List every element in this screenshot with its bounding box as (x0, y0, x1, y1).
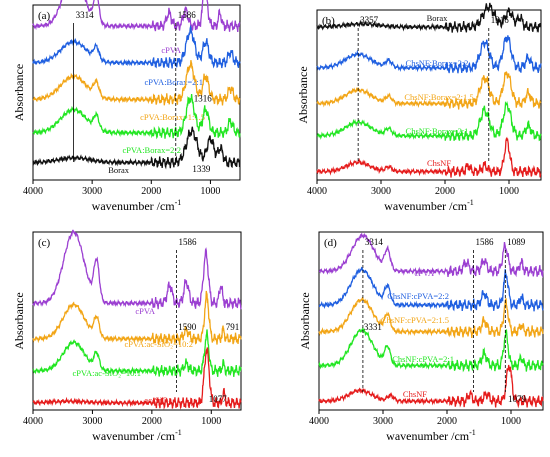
x-tick-label: 2000 (435, 186, 455, 197)
series-label-1: cPVA (135, 306, 156, 316)
series-line-1 (32, 0, 241, 33)
series-line-4 (32, 93, 241, 140)
series-label-5: ChsNF (403, 389, 427, 399)
series-label-1: cPVA (414, 268, 435, 278)
annotation-label: 791 (226, 322, 240, 332)
series-label-4: cPVA:Borax=2:2 (123, 145, 181, 155)
series-label-2: ChsNF:Borax=2:2 (406, 58, 469, 68)
x-tick-label: 2000 (141, 186, 161, 197)
annotation-label: 1586 (178, 237, 197, 247)
x-tick-label: 4000 (307, 186, 327, 197)
series-line-2 (32, 24, 241, 69)
panel-a: cPVA cPVA:Borax=2:1 cPVA:Borax=1:1.5 cPVA:B… (12, 0, 241, 213)
annotation-label: 1339 (192, 164, 211, 174)
series-label-4: ChsNF:Borax=2:1 (406, 126, 469, 136)
x-axis-label: wavenumber /cm-1 (384, 198, 474, 213)
annotation-label: 1079 (508, 394, 526, 404)
annotation-label: 1590 (178, 322, 197, 332)
x-tick-label: 3000 (82, 416, 102, 427)
x-tick-label: 3000 (373, 416, 393, 427)
annotation-label: 3314 (365, 237, 384, 247)
series-line-2 (316, 35, 542, 74)
series-label-1: cPVA (161, 45, 182, 55)
series-label-2: cPVA:Borax=2:1 (145, 77, 203, 87)
x-tick-label: 4000 (23, 186, 43, 197)
y-axis-label: Absorbance (12, 64, 26, 121)
series-line-4 (32, 347, 242, 410)
series-label-5: ChsNF (427, 158, 451, 168)
y-axis-label: Absorbance (298, 292, 312, 349)
x-tick-label: 2000 (142, 416, 162, 427)
annotation-label: 1316 (491, 15, 510, 25)
annotation-label: 1586 (475, 237, 494, 247)
annotation-label: 1316 (194, 93, 213, 103)
series-line-4 (316, 100, 542, 142)
series-label-3: ChsNF:cPVA=2:1.5 (381, 315, 449, 325)
series-label-3: cPVA:Borax=1:1.5 (140, 112, 205, 122)
annotation-label: 3314 (76, 10, 95, 20)
series-line-3 (32, 60, 241, 106)
y-axis-label: Absorbance (296, 66, 310, 123)
panel-label: (b) (322, 15, 335, 27)
x-tick-label: 1000 (499, 186, 519, 197)
annotation-label: 3331 (364, 322, 382, 332)
panel-label: (d) (324, 237, 337, 249)
series-line-1 (316, 2, 542, 34)
series-line-2 (32, 290, 242, 346)
x-axis-label: wavenumber /cm-1 (386, 428, 476, 443)
panel-c: cPVA cPVA:ac-SiO₂=10:2 cPVA:ac-SiO₂=10:1 ac… (12, 229, 242, 443)
annotation-label: 1077 (209, 394, 228, 404)
x-tick-label: 4000 (309, 416, 329, 427)
x-tick-label: 1000 (201, 416, 221, 427)
annotation-label: 1089 (507, 237, 525, 247)
series-line-3 (316, 71, 542, 110)
series-label-4: ac-SiO₂ (144, 395, 171, 405)
panel-label: (c) (38, 237, 51, 249)
x-tick-label: 4000 (23, 416, 43, 427)
series-label-5: Borax (108, 165, 130, 175)
panel-label: (a) (38, 10, 51, 22)
plot-frame (32, 231, 242, 411)
plot-frame (32, 4, 241, 181)
x-tick-label: 1000 (501, 416, 521, 427)
series-label-3: ChsNF:Borax=2:1.5 (404, 92, 473, 102)
series-line-5 (316, 136, 542, 178)
series-line-1 (32, 229, 242, 310)
series-line-4 (318, 327, 544, 373)
plot-frame (318, 231, 544, 411)
x-tick-label: 2000 (437, 416, 457, 427)
plot-frame (316, 9, 542, 181)
annotation-label: 1586 (178, 10, 197, 20)
x-axis-label: wavenumber /cm-1 (92, 198, 182, 213)
panel-b: Borax ChsNF:Borax=2:2 ChsNF:Borax=2:1.5 Chs… (296, 2, 542, 213)
annotation-label: 3357 (360, 15, 379, 25)
series-label-2: ChsNF:cPVA=2:2 (387, 291, 449, 301)
x-tick-label: 3000 (371, 186, 391, 197)
series-line-3 (32, 329, 242, 378)
series-label-2: cPVA:ac-SiO₂=10:2 (124, 339, 193, 349)
y-axis-label: Absorbance (12, 292, 26, 349)
x-tick-label: 1000 (200, 186, 220, 197)
series-label-3: cPVA:ac-SiO₂=10:1 (72, 368, 141, 378)
x-tick-label: 3000 (82, 186, 102, 197)
panel-d: cPVA ChsNF:cPVA=2:2 ChsNF:cPVA=2:1.5 ChsNF:… (298, 231, 544, 443)
series-line-5 (32, 126, 241, 170)
series-label-1: Borax (427, 13, 449, 23)
series-label-4: ChsNF:cPVA=2:1 (392, 354, 454, 364)
x-axis-label: wavenumber /cm-1 (92, 428, 182, 443)
